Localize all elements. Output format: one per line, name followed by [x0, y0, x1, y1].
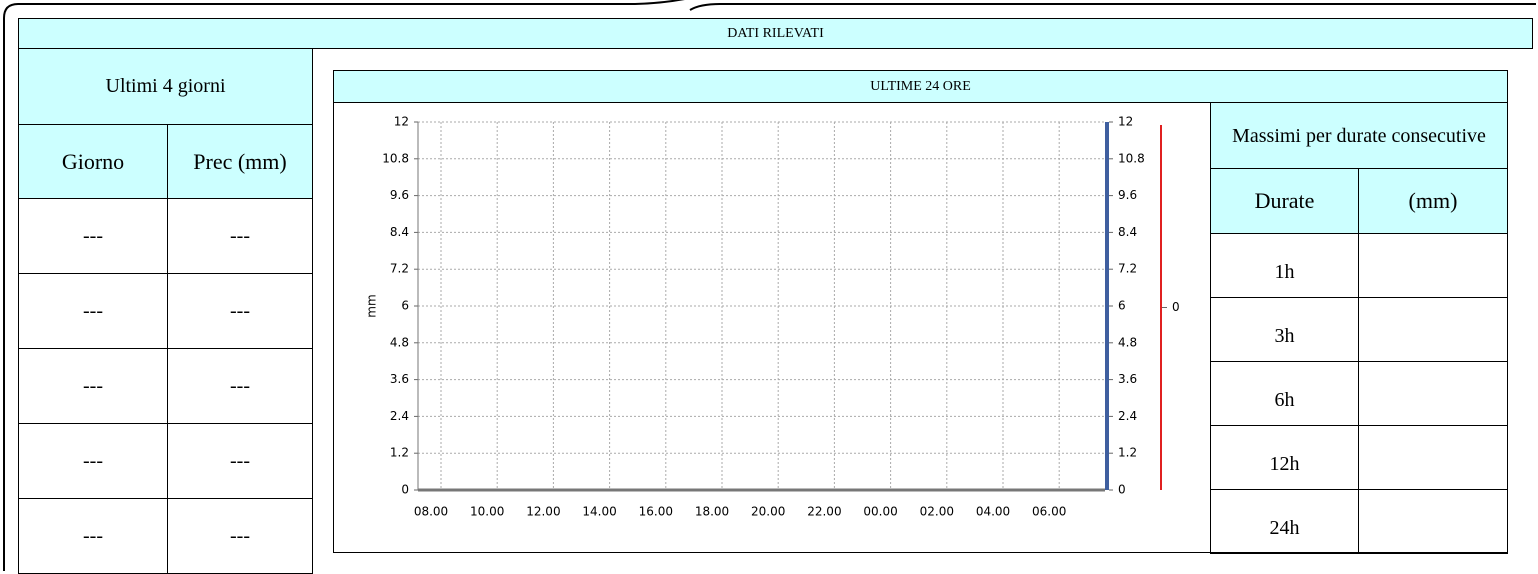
- y-tick-label: 9.6: [390, 188, 409, 202]
- x-tick-label: 10.00: [470, 505, 504, 519]
- y2-tick-label: 0: [1118, 483, 1126, 497]
- x-tick-label: 20.00: [751, 505, 785, 519]
- y-tick-label: 4.8: [390, 335, 409, 349]
- panel-title: ULTIME 24 ORE: [333, 70, 1508, 103]
- y-tick-label: 1.2: [390, 446, 409, 460]
- y-tick-label: 12: [394, 115, 409, 129]
- y-tick-label: 2.4: [390, 409, 409, 423]
- x-tick-label: 06.00: [1032, 505, 1066, 519]
- y2-tick-label: 9.6: [1118, 188, 1137, 202]
- y2-tick-label: 8.4: [1118, 225, 1137, 239]
- x-tick-label: 04.00: [976, 505, 1010, 519]
- left-title: Ultimi 4 giorni: [18, 48, 313, 125]
- x-tick-label: 00.00: [863, 505, 897, 519]
- x-tick-label: 18.00: [695, 505, 729, 519]
- y2-tick-label: 1.2: [1118, 446, 1137, 460]
- y2-tick-label: 4.8: [1118, 335, 1137, 349]
- y-axis-label: mm: [365, 294, 379, 317]
- y2-tick-label: 12: [1118, 115, 1133, 129]
- x-tick-label: 22.00: [807, 505, 841, 519]
- y-tick-label: 3.6: [390, 372, 409, 386]
- header-title: DATI RILEVATI: [18, 18, 1533, 49]
- y2-tick-label: 2.4: [1118, 409, 1137, 423]
- x-tick-label: 02.00: [920, 505, 954, 519]
- y-tick-label: 10.8: [382, 151, 409, 165]
- right-col-header: Durate: [1210, 168, 1359, 234]
- y3-tick-label: 0: [1172, 300, 1180, 314]
- x-tick-label: 14.00: [582, 505, 616, 519]
- y-tick-label: 6: [401, 299, 409, 313]
- left-col-header: Prec (mm): [167, 124, 313, 199]
- x-tick-label: 08.00: [414, 505, 448, 519]
- y-tick-label: 7.2: [390, 262, 409, 276]
- y2-tick-label: 3.6: [1118, 372, 1137, 386]
- right-col-header: (mm): [1358, 168, 1508, 234]
- y-tick-label: 0: [401, 483, 409, 497]
- y2-tick-label: 6: [1118, 299, 1126, 313]
- right-cell: [1358, 489, 1508, 554]
- x-tick-label: 12.00: [526, 505, 560, 519]
- y2-tick-label: 10.8: [1118, 151, 1145, 165]
- y-tick-label: 8.4: [390, 225, 409, 239]
- x-tick-label: 16.00: [639, 505, 673, 519]
- y2-tick-label: 7.2: [1118, 262, 1137, 276]
- right-title: Massimi per durate consecutive: [1210, 102, 1508, 169]
